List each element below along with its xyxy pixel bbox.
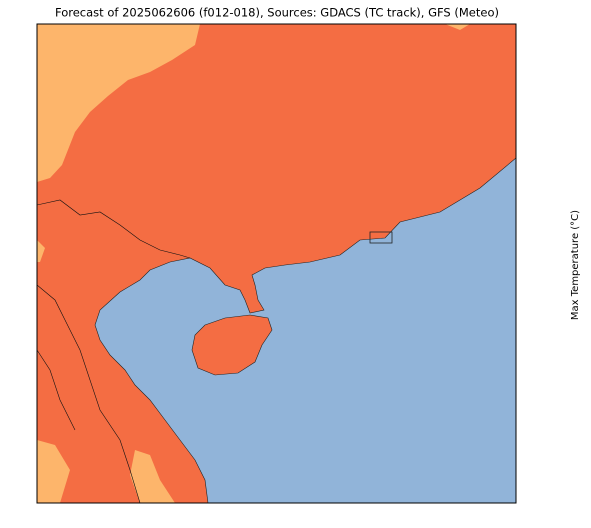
title: Forecast of 2025062606 (f012-018), Sourc…: [55, 6, 499, 20]
borders: [37, 199, 191, 503]
hong-kong-box: [369, 231, 393, 244]
sea: [94, 157, 516, 503]
cooler-land: [37, 24, 470, 503]
map-area: [37, 24, 516, 503]
hainan: [191, 314, 273, 376]
map-frame: [36, 23, 517, 504]
colorbar-label: Max Temperature (°C): [570, 210, 581, 320]
